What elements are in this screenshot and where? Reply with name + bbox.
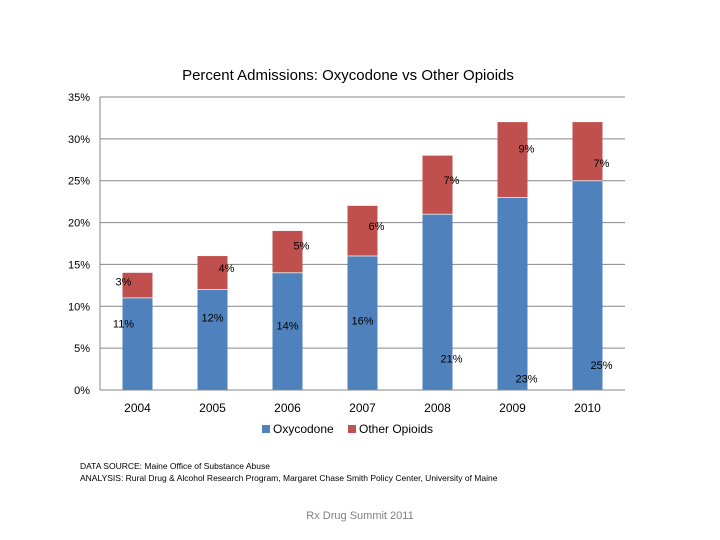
legend-label-other-opioids: Other Opioids — [359, 422, 433, 436]
bar-other-opioids-2007 — [347, 205, 378, 257]
analysis-note: ANALYSIS: Rural Drug & Alcohol Research … — [80, 473, 498, 483]
legend: Oxycodone Other Opioids — [262, 422, 433, 436]
data-label: 7% — [594, 158, 610, 170]
footer-text: Rx Drug Summit 2011 — [306, 510, 414, 522]
data-label: 7% — [444, 175, 460, 187]
y-tick-label: 35% — [68, 92, 90, 104]
data-label: 21% — [440, 353, 462, 365]
data-label: 3% — [116, 277, 132, 289]
y-tick-label: 30% — [68, 134, 90, 146]
data-label: 12% — [201, 313, 223, 325]
y-tick-label: 25% — [68, 176, 90, 188]
y-tick-label: 5% — [74, 343, 90, 355]
x-tick-label: 2009 — [499, 401, 526, 415]
legend-swatch-oxycodone — [262, 425, 270, 433]
chart-title: Percent Admissions: Oxycodone vs Other O… — [182, 67, 514, 84]
data-label: 14% — [276, 321, 298, 333]
x-tick-label: 2004 — [124, 401, 151, 415]
bar-other-opioids-2010 — [572, 122, 603, 181]
legend-swatch-other-opioids — [348, 425, 356, 433]
y-tick-label: 20% — [68, 218, 90, 230]
y-tick-label: 0% — [74, 385, 90, 397]
x-tick-label: 2008 — [424, 401, 451, 415]
y-tick-label: 10% — [68, 301, 90, 313]
bar-other-opioids-2009 — [497, 122, 528, 198]
data-label: 6% — [369, 221, 385, 233]
bar-oxycodone-2004 — [122, 297, 153, 390]
bar-oxycodone-2010 — [572, 180, 603, 390]
data-label: 5% — [294, 241, 310, 253]
y-tick-label: 15% — [68, 259, 90, 271]
bar-oxycodone-2005 — [197, 289, 228, 390]
bar-oxycodone-2008 — [422, 214, 453, 390]
bar-oxycodone-2006 — [272, 272, 303, 390]
bar-other-opioids-2004 — [122, 272, 153, 298]
legend-label-oxycodone: Oxycodone — [273, 422, 334, 436]
data-labels: 11% 3% 12% 4% 14% 5% 16% 6% 21% 7% 23% 9% 25% 7% — [113, 143, 613, 385]
axes: 0% 5% 10% 15% 20% 25% 30% 35% 2004 2005 2006 2007 20… — [68, 92, 625, 415]
data-label: 16% — [351, 315, 373, 327]
bar-other-opioids-2005 — [197, 256, 228, 290]
data-source-note: DATA SOURCE: Maine Office of Substance A… — [80, 461, 270, 471]
data-label: 23% — [515, 373, 537, 385]
x-tick-label: 2007 — [349, 401, 376, 415]
data-label: 9% — [519, 143, 535, 155]
data-label: 25% — [590, 360, 612, 372]
bars — [122, 122, 603, 390]
data-label: 4% — [219, 263, 235, 275]
bar-oxycodone-2009 — [497, 197, 528, 390]
data-label: 11% — [113, 319, 134, 331]
x-tick-label: 2010 — [574, 401, 601, 415]
bar-other-opioids-2006 — [272, 230, 303, 273]
bar-other-opioids-2008 — [422, 155, 453, 215]
x-tick-label: 2006 — [274, 401, 301, 415]
bar-oxycodone-2007 — [347, 256, 378, 390]
x-tick-label: 2005 — [199, 401, 226, 415]
